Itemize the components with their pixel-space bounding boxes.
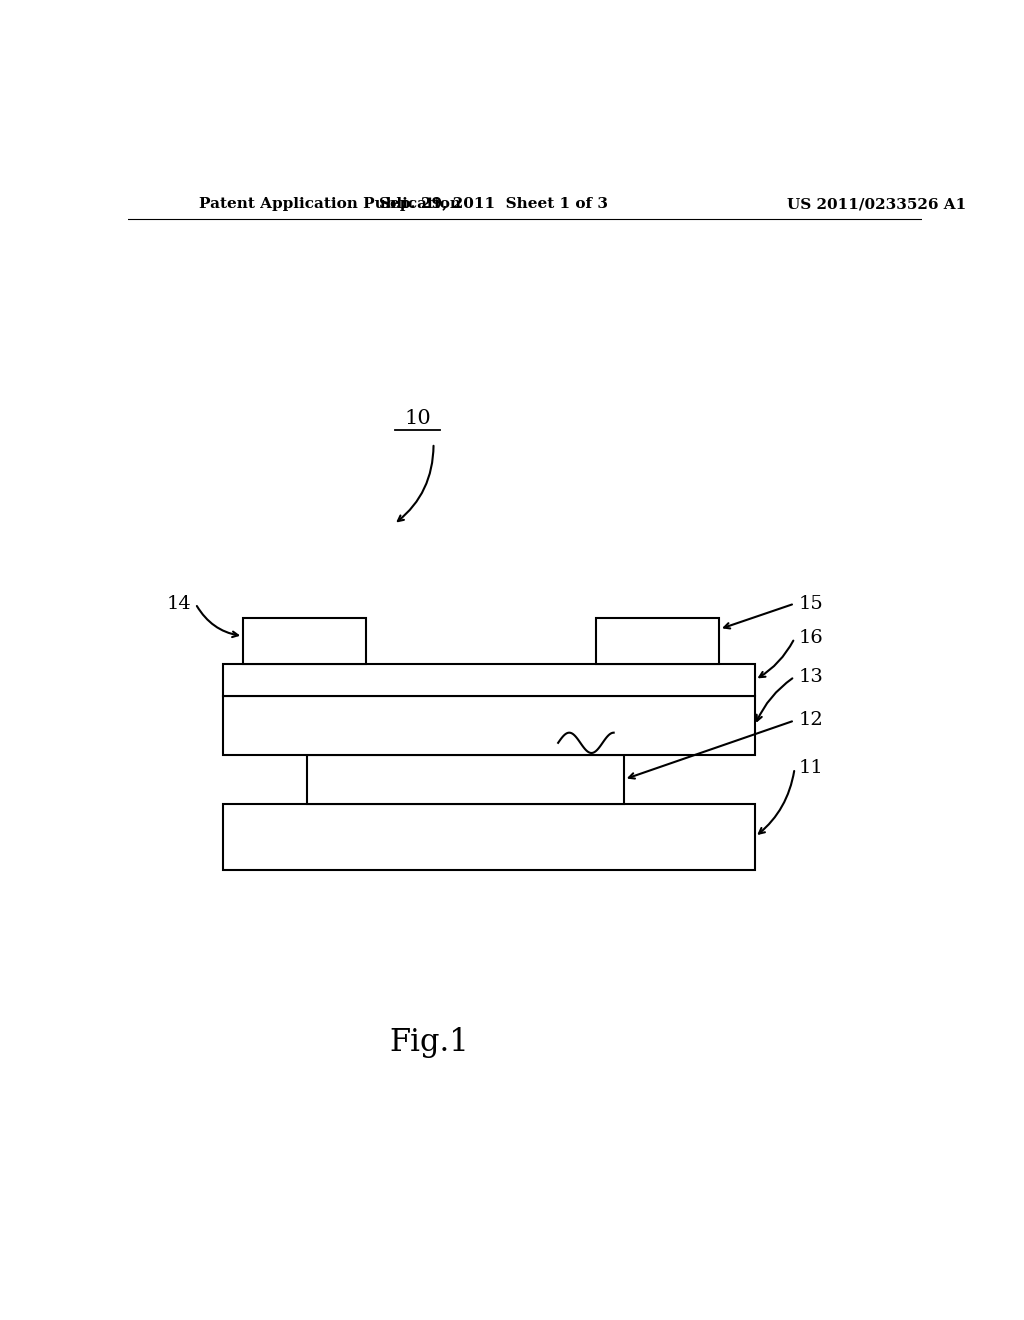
Text: 16: 16 [799,630,823,647]
Bar [306,755,624,804]
Text: Sep. 29, 2011  Sheet 1 of 3: Sep. 29, 2011 Sheet 1 of 3 [379,197,607,211]
Bar [243,618,367,664]
Bar [223,804,755,870]
Bar [223,664,755,696]
Text: 13: 13 [799,668,823,686]
Text: 10: 10 [404,409,431,428]
Text: 12: 12 [799,711,823,730]
Text: 15: 15 [799,594,823,612]
Text: Fig.1: Fig.1 [390,1027,469,1059]
Bar [596,618,719,664]
Bar [223,696,755,755]
Text: 11: 11 [799,759,823,777]
Text: US 2011/0233526 A1: US 2011/0233526 A1 [786,197,966,211]
Text: 14: 14 [167,594,191,612]
Text: Patent Application Publication: Patent Application Publication [200,197,462,211]
